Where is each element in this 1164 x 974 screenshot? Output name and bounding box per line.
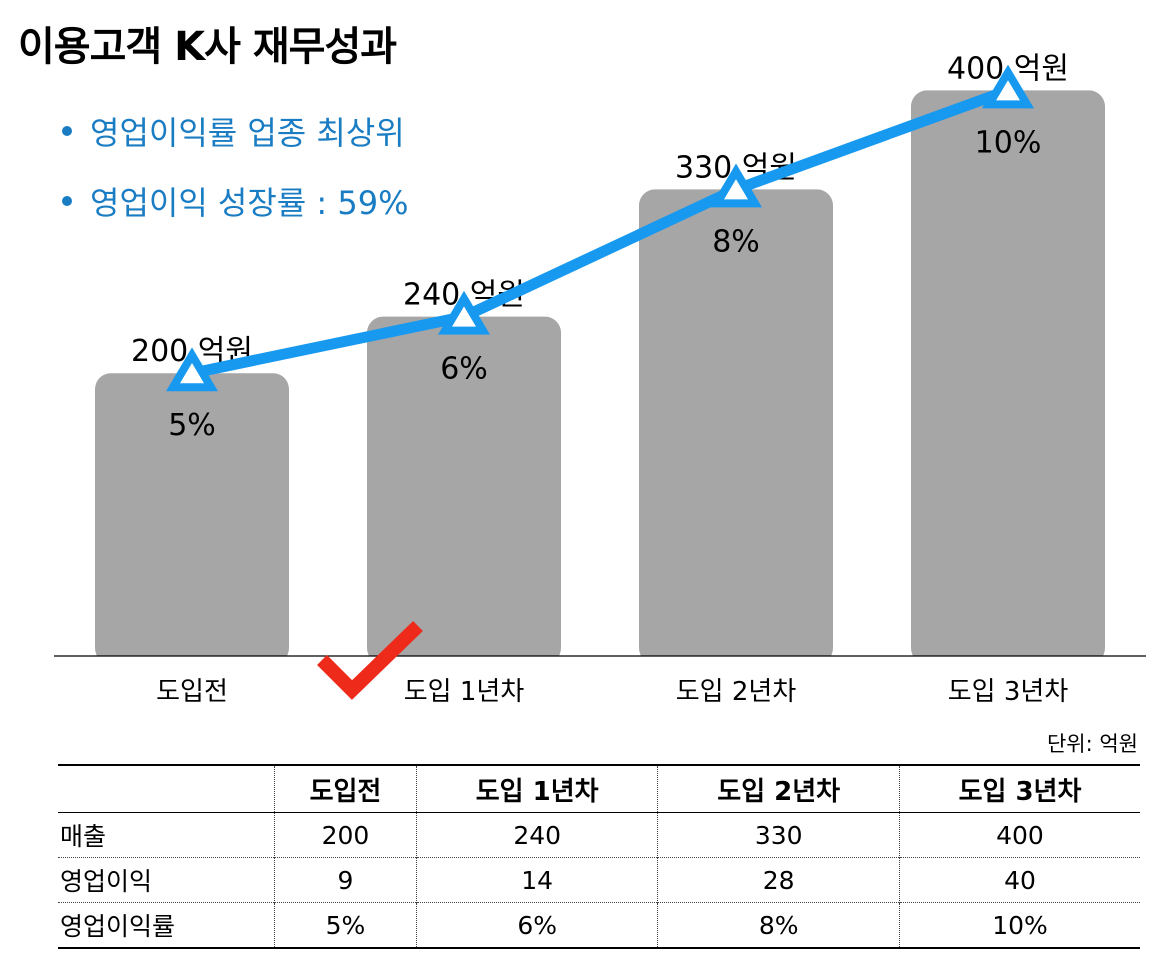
margin-data-label: 6% — [440, 352, 488, 387]
table-header-cell: 도입 2년차 — [657, 765, 900, 813]
table-row: 영업이익 9 14 28 40 — [58, 857, 1140, 903]
highlight-text: 영업이익 성장률 : 59% — [90, 184, 409, 222]
table-cell: 200 — [274, 812, 417, 858]
table-header-cell: 도입 3년차 — [898, 765, 1140, 813]
highlight-item: 영업이익률 업종 최상위 — [62, 96, 409, 166]
check-mark-icon — [317, 620, 423, 700]
table-cell: 8% — [657, 902, 900, 948]
unit-label: 단위: 억원 — [1046, 732, 1138, 756]
revenue-trend-line — [186, 84, 1014, 379]
table-cell: 330 — [657, 812, 900, 858]
bullet-dot-icon — [62, 196, 72, 206]
x-tick-label: 도입 1년차 — [404, 677, 525, 707]
bullet-dot-icon — [62, 126, 72, 136]
row-label: 영업이익 — [58, 857, 275, 903]
baseline-mask — [40, 656, 1150, 668]
triangle-marker — [165, 347, 219, 392]
row-label: 영업이익률 — [58, 902, 275, 948]
revenue-bar — [639, 189, 833, 664]
table-header-row: 도입전 도입 1년차 도입 2년차 도입 3년차 — [58, 765, 1140, 813]
chart-title: 이용고객 K사 재무성과 — [18, 24, 397, 70]
financial-table: 도입전 도입 1년차 도입 2년차 도입 3년차 매출 200 240 330 … — [58, 764, 1140, 949]
margin-data-label: 10% — [975, 125, 1042, 160]
table-header-cell: 도입전 — [274, 765, 417, 813]
table-cell: 5% — [274, 902, 417, 948]
revenue-bar — [911, 90, 1105, 664]
table-cell: 9 — [274, 857, 417, 903]
triangle-marker — [981, 64, 1035, 109]
triangle-marker — [709, 163, 763, 208]
table-cell: 10% — [898, 902, 1140, 948]
table-cell: 40 — [898, 857, 1140, 903]
revenue-bar — [95, 373, 289, 664]
table-cell: 6% — [415, 902, 658, 948]
table-header-cell: 도입 1년차 — [415, 765, 658, 813]
highlight-list: 영업이익률 업종 최상위 영업이익 성장률 : 59% — [62, 96, 409, 236]
table-cell: 240 — [415, 812, 658, 858]
x-tick-label: 도입 3년차 — [948, 677, 1069, 707]
x-tick-label: 도입 2년차 — [676, 677, 797, 707]
table-row: 매출 200 240 330 400 — [58, 812, 1140, 858]
margin-data-label: 8% — [712, 224, 760, 259]
triangle-marker — [437, 290, 491, 335]
x-tick-label: 도입전 — [156, 677, 228, 707]
revenue-bar — [367, 316, 561, 664]
margin-data-label: 5% — [168, 408, 216, 443]
table-cell: 400 — [898, 812, 1140, 858]
highlight-item: 영업이익 성장률 : 59% — [62, 166, 409, 236]
table-header-cell — [58, 765, 275, 813]
table-cell: 14 — [415, 857, 658, 903]
row-label: 매출 — [60, 822, 107, 851]
table-row: 영업이익률 5% 6% 8% 10% — [58, 902, 1140, 948]
highlight-text: 영업이익률 업종 최상위 — [90, 114, 405, 152]
table-cell: 28 — [657, 857, 900, 903]
